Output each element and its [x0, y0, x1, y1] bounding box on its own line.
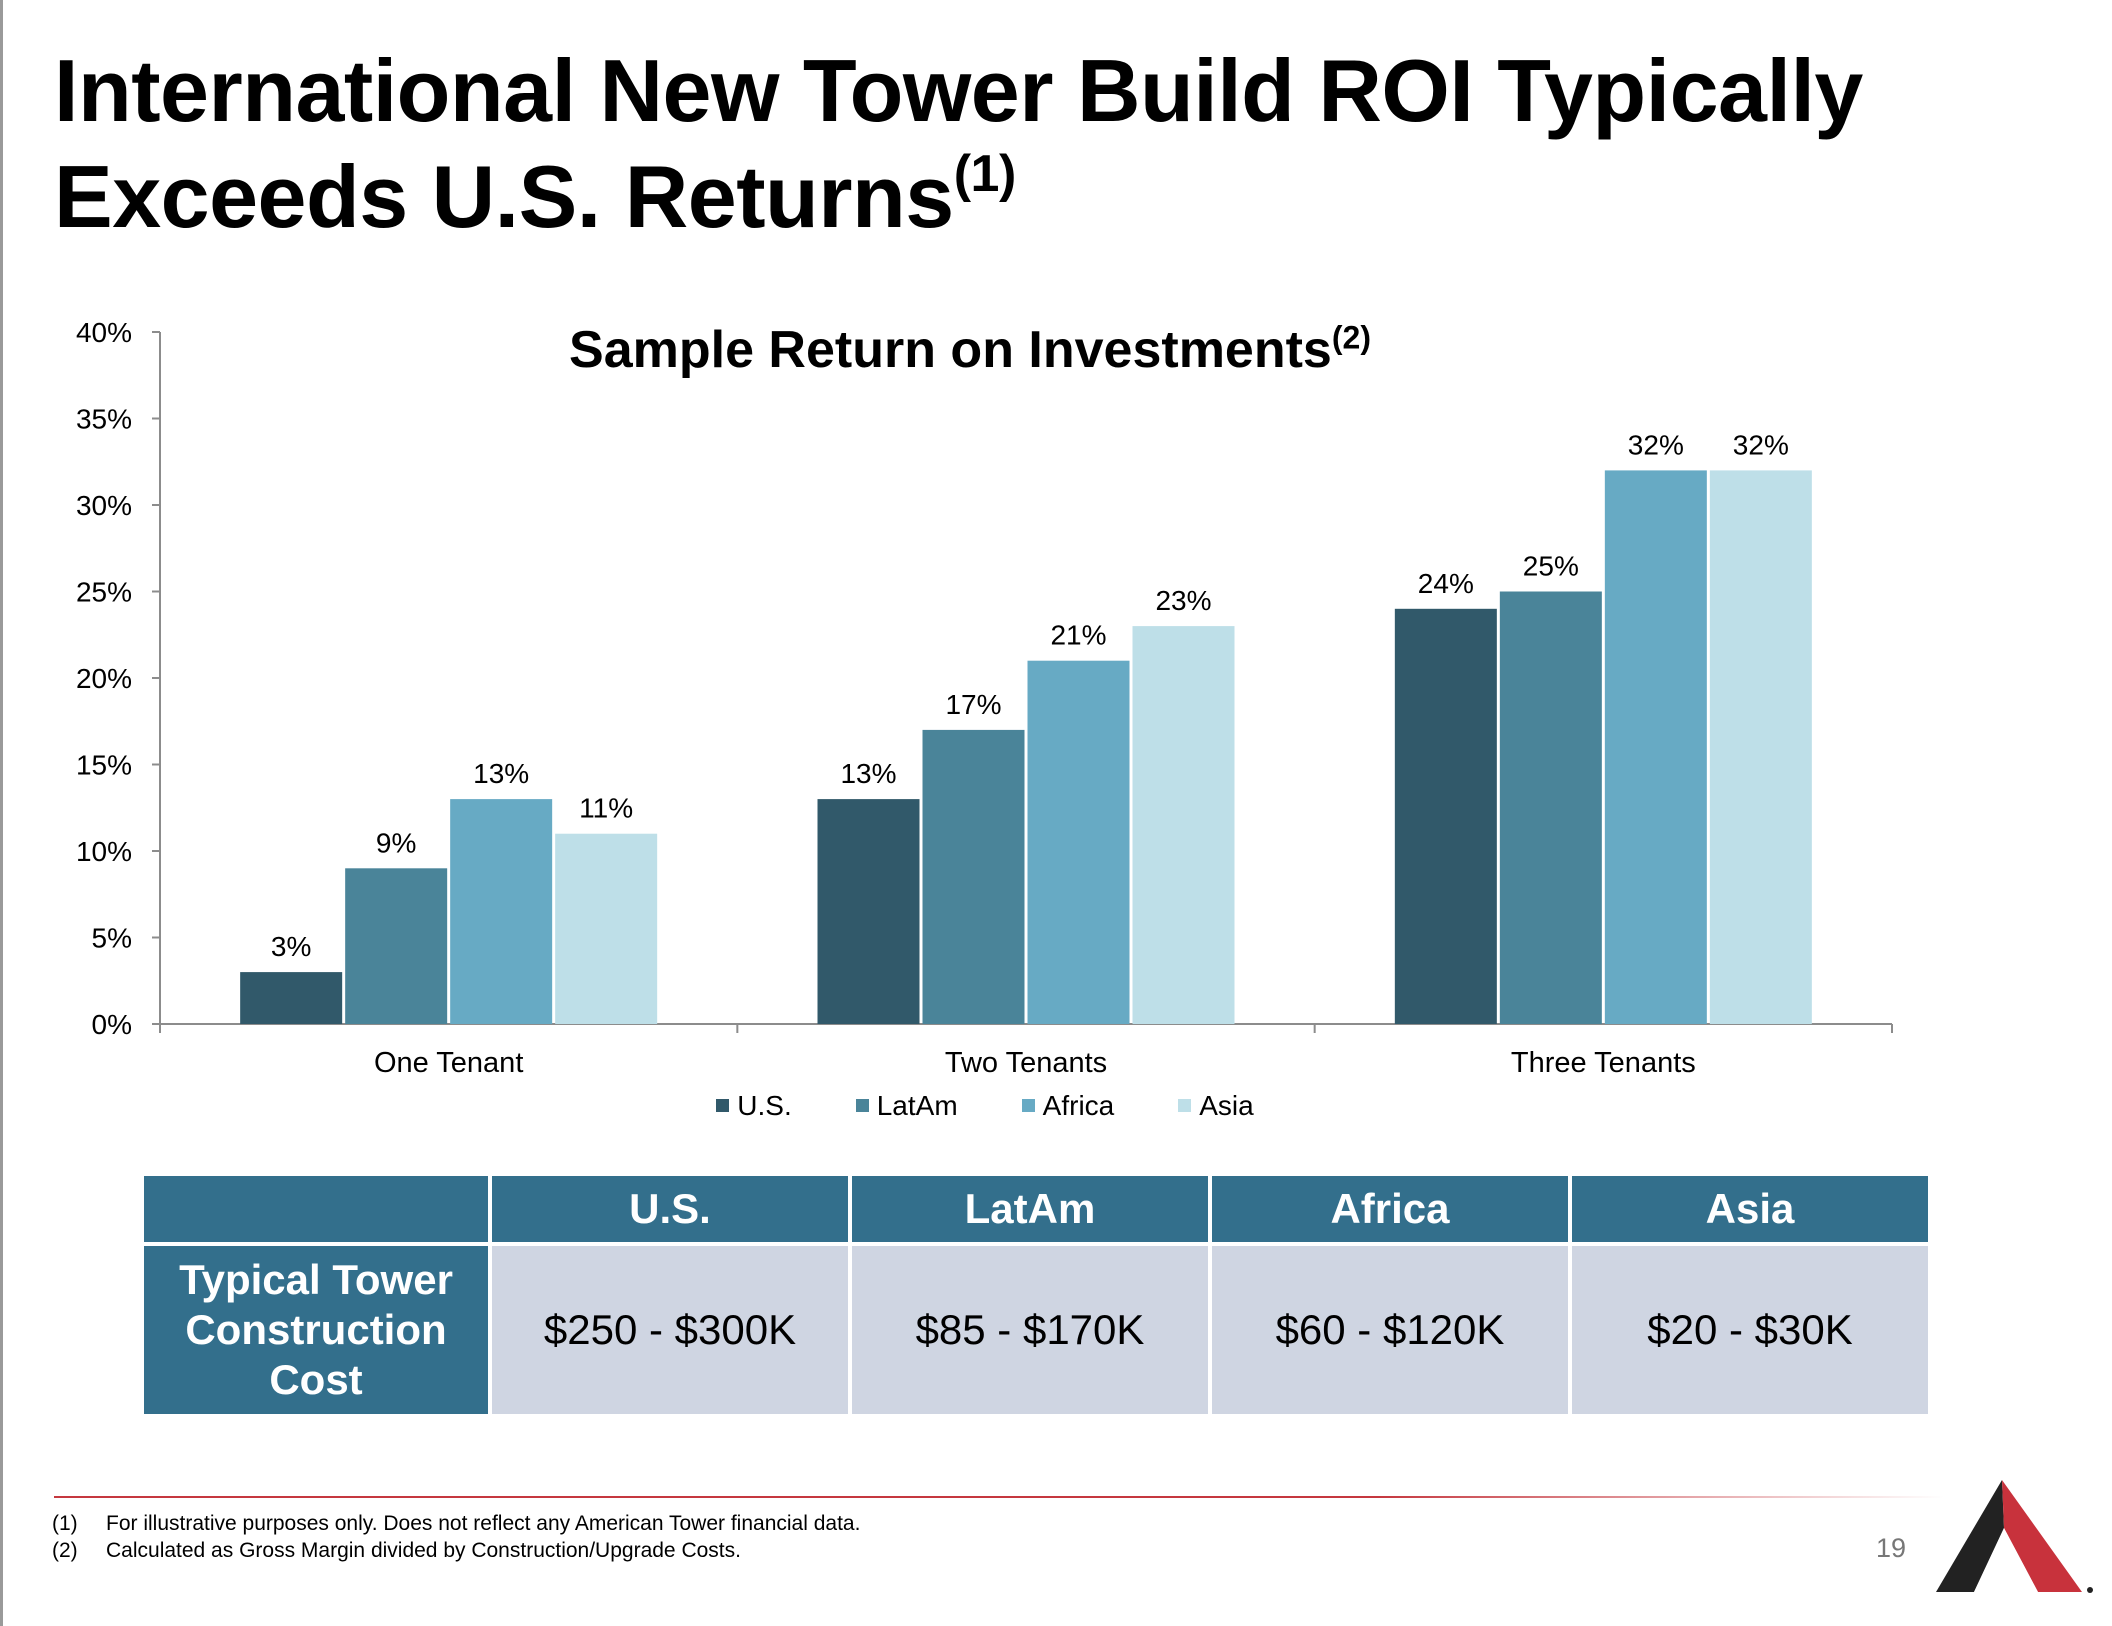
y-tick-label: 30%	[76, 490, 132, 521]
footer-divider	[54, 1496, 1944, 1498]
bar-us	[240, 972, 343, 1024]
chart-title-footnote-marker: (2)	[1331, 319, 1371, 356]
legend-label: LatAm	[876, 1090, 958, 1121]
cost-table-header-row: U.S. LatAm Africa Asia	[144, 1176, 1928, 1242]
bar-value-label: 24%	[1418, 568, 1474, 599]
company-logo-icon	[1936, 1480, 2093, 1593]
bar-us	[817, 799, 920, 1024]
page-number: 19	[1876, 1533, 1907, 1563]
bar-value-label: 11%	[579, 793, 633, 824]
bar-latam	[345, 868, 448, 1024]
legend-label: U.S.	[737, 1090, 792, 1121]
cost-table-corner-cell	[144, 1176, 488, 1242]
y-tick-label: 10%	[76, 836, 132, 867]
cost-table-header-asia: Asia	[1572, 1176, 1928, 1242]
bar-africa	[1604, 470, 1707, 1024]
legend-swatch-icon	[1021, 1099, 1035, 1113]
cost-table-header-us: U.S.	[492, 1176, 848, 1242]
page-title-line-2: Exceeds U.S. Returns(1)	[54, 144, 1954, 250]
y-tick-label: 20%	[76, 663, 132, 694]
chart-title-text: Sample Return on Investments	[569, 321, 1332, 379]
footnote-1-number: (1)	[52, 1512, 78, 1535]
footnote-2: (2) Calculated as Gross Margin divided by…	[52, 1537, 860, 1564]
legend-label: Africa	[1042, 1090, 1115, 1121]
chart-title: Sample Return on Investments(2)	[520, 320, 1420, 380]
legend-swatch-icon	[1178, 1099, 1192, 1113]
construction-cost-table: U.S. LatAm Africa Asia Typical Tower Con…	[140, 1172, 1932, 1418]
footnote-1: (1) For illustrative purposes only. Does …	[52, 1510, 860, 1537]
cost-value-asia: $20 - $30K	[1572, 1246, 1928, 1414]
bar-latam	[922, 729, 1025, 1024]
row-label-line-1: Typical Tower	[179, 1256, 453, 1303]
cost-table-row-label: Typical Tower Construction Cost	[144, 1246, 488, 1414]
row-label-line-3: Cost	[269, 1356, 363, 1403]
legend-item: U.S.	[716, 1090, 792, 1122]
y-tick-label: 5%	[92, 923, 132, 954]
legend-swatch-icon	[855, 1099, 869, 1113]
cost-value-us: $250 - $300K	[492, 1246, 848, 1414]
bar-value-label: 13%	[840, 758, 896, 789]
y-tick-label: 15%	[76, 750, 132, 781]
y-tick-label: 40%	[76, 317, 132, 348]
legend-item: Asia	[1178, 1090, 1254, 1122]
y-tick-label: 25%	[76, 577, 132, 608]
bar-us	[1394, 608, 1497, 1024]
bar-value-label: 21%	[1050, 620, 1106, 651]
bar-value-label: 32%	[1733, 429, 1789, 460]
bar-value-label: 25%	[1523, 551, 1579, 582]
cost-value-latam: $85 - $170K	[852, 1246, 1208, 1414]
bar-asia	[555, 833, 658, 1024]
bar-value-label: 23%	[1155, 585, 1211, 616]
cost-table-header-latam: LatAm	[852, 1176, 1208, 1242]
page-title-line-1: International New Tower Build ROI Typica…	[54, 41, 1863, 140]
bar-value-label: 17%	[945, 689, 1001, 720]
footnote-2-number: (2)	[52, 1539, 78, 1562]
footnotes: (1) For illustrative purposes only. Does …	[52, 1510, 860, 1564]
legend-label: Asia	[1199, 1090, 1254, 1121]
bar-africa	[1027, 660, 1130, 1024]
bar-value-label: 3%	[271, 931, 311, 962]
legend-swatch-icon	[716, 1099, 730, 1113]
legend-item: LatAm	[855, 1090, 958, 1122]
x-category-label: One Tenant	[374, 1047, 523, 1079]
chart-data-labels: 3% 9% 13% 11% 13% 17% 21% 23% 24% 25% 32% 32%	[271, 429, 1789, 962]
row-label-line-2: Construction	[185, 1306, 447, 1353]
cost-table-header-africa: Africa	[1212, 1176, 1568, 1242]
bar-asia	[1709, 470, 1812, 1024]
bar-value-label: 13%	[473, 758, 529, 789]
y-tick-label: 0%	[92, 1009, 132, 1040]
cost-table-row: Typical Tower Construction Cost $250 - $…	[144, 1246, 1928, 1414]
bar-value-label: 9%	[376, 827, 416, 858]
footnote-1-text: For illustrative purposes only. Does not…	[106, 1512, 861, 1535]
page-title-line-2-text: Exceeds U.S. Returns	[54, 147, 954, 246]
slide-left-edge	[0, 0, 3, 1626]
bar-asia	[1132, 626, 1235, 1024]
bar-africa	[450, 799, 553, 1024]
page-title: International New Tower Build ROI Typica…	[54, 38, 1954, 250]
chart-axes: 0% 5% 10% 15% 20% 25% 30% 35% 40% One Tenant Two T…	[76, 317, 1893, 1079]
chart-legend: U.S. LatAm Africa Asia	[0, 1090, 1970, 1122]
bar-value-label: 32%	[1628, 429, 1684, 460]
title-footnote-marker: (1)	[953, 144, 1017, 203]
footnote-2-text: Calculated as Gross Margin divided by Co…	[106, 1539, 741, 1562]
x-category-label: Three Tenants	[1511, 1047, 1696, 1079]
x-category-label: Two Tenants	[945, 1047, 1107, 1079]
chart-bars	[240, 470, 1812, 1024]
cost-value-africa: $60 - $120K	[1212, 1246, 1568, 1414]
legend-item: Africa	[1021, 1090, 1115, 1122]
bar-latam	[1499, 591, 1602, 1024]
y-tick-label: 35%	[76, 404, 132, 435]
